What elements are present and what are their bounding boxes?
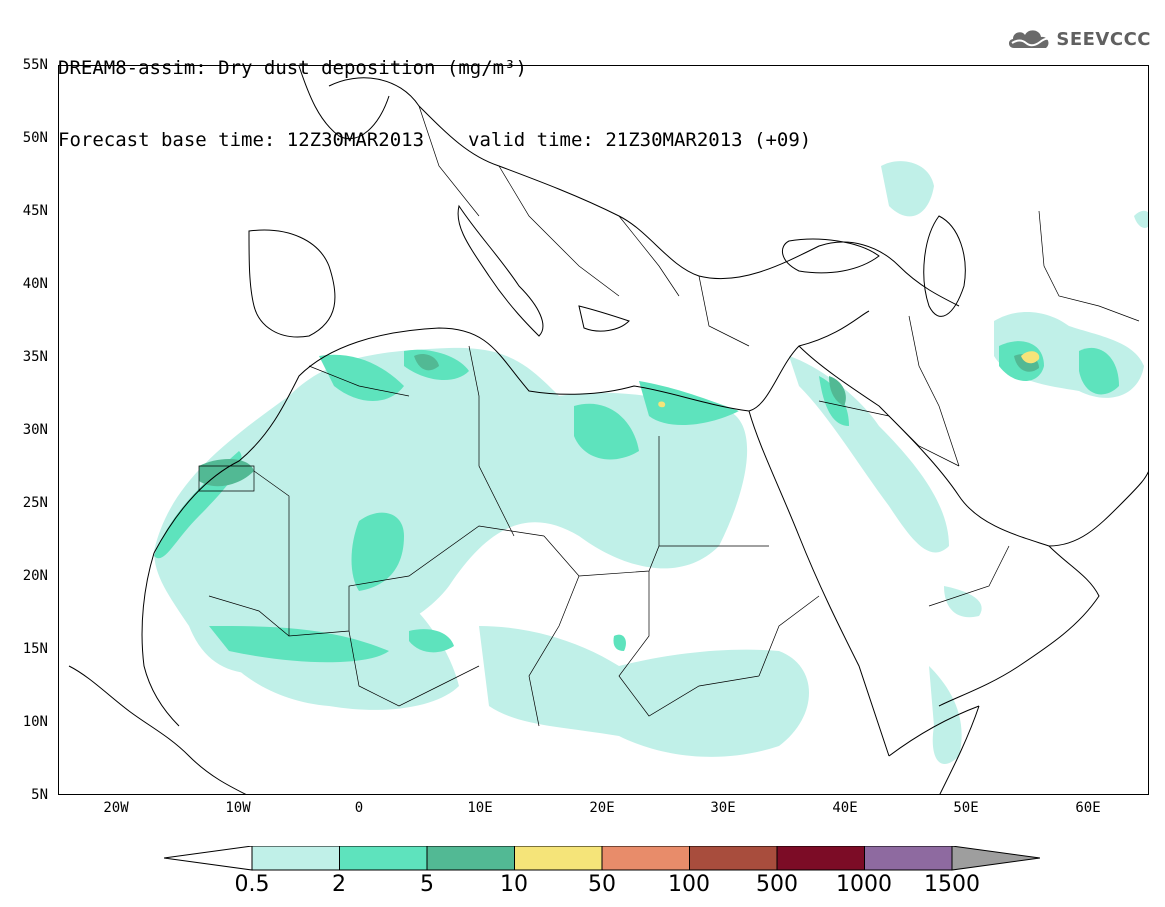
lat-label: 50N <box>22 130 48 146</box>
colorbar-label: 100 <box>668 872 710 897</box>
colorbar-bin <box>601 845 690 871</box>
lon-label: 50E <box>953 800 979 816</box>
colorbar-label: 10 <box>500 872 528 897</box>
colorbar-bin <box>426 845 515 871</box>
colorbar-label: 50 <box>588 872 616 897</box>
colorbar-under-triangle <box>163 845 253 871</box>
lat-label: 35N <box>22 349 48 365</box>
coastlines <box>68 66 1148 794</box>
lat-label: 30N <box>22 422 48 438</box>
logo-text: SEEVCCC <box>1056 28 1151 50</box>
lat-label: 55N <box>22 57 48 73</box>
dust-shading-high <box>658 351 1040 408</box>
lon-label: 10W <box>225 800 251 816</box>
colorbar-label: 5 <box>420 872 434 897</box>
base-time: Forecast base time: 12Z30MAR2013 <box>58 129 425 151</box>
lat-label: 5N <box>31 787 48 803</box>
country-borders <box>198 105 1140 727</box>
lon-label: 10E <box>467 800 493 816</box>
map-canvas <box>68 66 1148 794</box>
lon-label: 0 <box>354 800 364 816</box>
lat-label: 15N <box>22 641 48 657</box>
lon-label: 20W <box>103 800 129 816</box>
valid-time: valid time: 21Z30MAR2013 (+09) <box>468 129 812 151</box>
colorbar-label: 500 <box>756 872 798 897</box>
lon-label: 40E <box>832 800 858 816</box>
time-line: Forecast base time: 12Z30MAR2013 valid ti… <box>58 128 811 152</box>
cloud-logo-icon <box>1009 30 1052 48</box>
lat-label: 10N <box>22 714 48 730</box>
title-line: DREAM8-assim: Dry dust deposition (mg/m³… <box>58 57 527 79</box>
colorbar-label: 1500 <box>924 872 980 897</box>
colorbar-svg <box>163 845 1041 871</box>
lat-label: 20N <box>22 568 48 584</box>
lat-label: 40N <box>22 276 48 292</box>
dust-shading-medium <box>154 341 1119 663</box>
lat-label: 45N <box>22 203 48 219</box>
lon-label: 60E <box>1075 800 1101 816</box>
lon-label: 20E <box>589 800 615 816</box>
colorbar-label: 0.5 <box>234 872 270 897</box>
map-panel <box>58 65 1149 795</box>
colorbar-over-triangle <box>951 845 1041 871</box>
colorbar-bin <box>514 845 603 871</box>
colorbar-bin <box>689 845 778 871</box>
map-title: DREAM8-assim: Dry dust deposition (mg/m³… <box>58 8 811 176</box>
lat-label: 25N <box>22 495 48 511</box>
colorbar-bin <box>776 845 865 871</box>
dust-shading-light <box>154 161 1148 765</box>
seevccc-logo: SEEVCCC <box>1006 26 1151 52</box>
colorbar <box>163 845 1041 876</box>
lon-label: 30E <box>710 800 736 816</box>
colorbar-label: 2 <box>332 872 346 897</box>
colorbar-bin <box>864 845 953 871</box>
colorbar-bin <box>251 845 340 871</box>
colorbar-bin <box>339 845 428 871</box>
colorbar-label: 1000 <box>836 872 892 897</box>
